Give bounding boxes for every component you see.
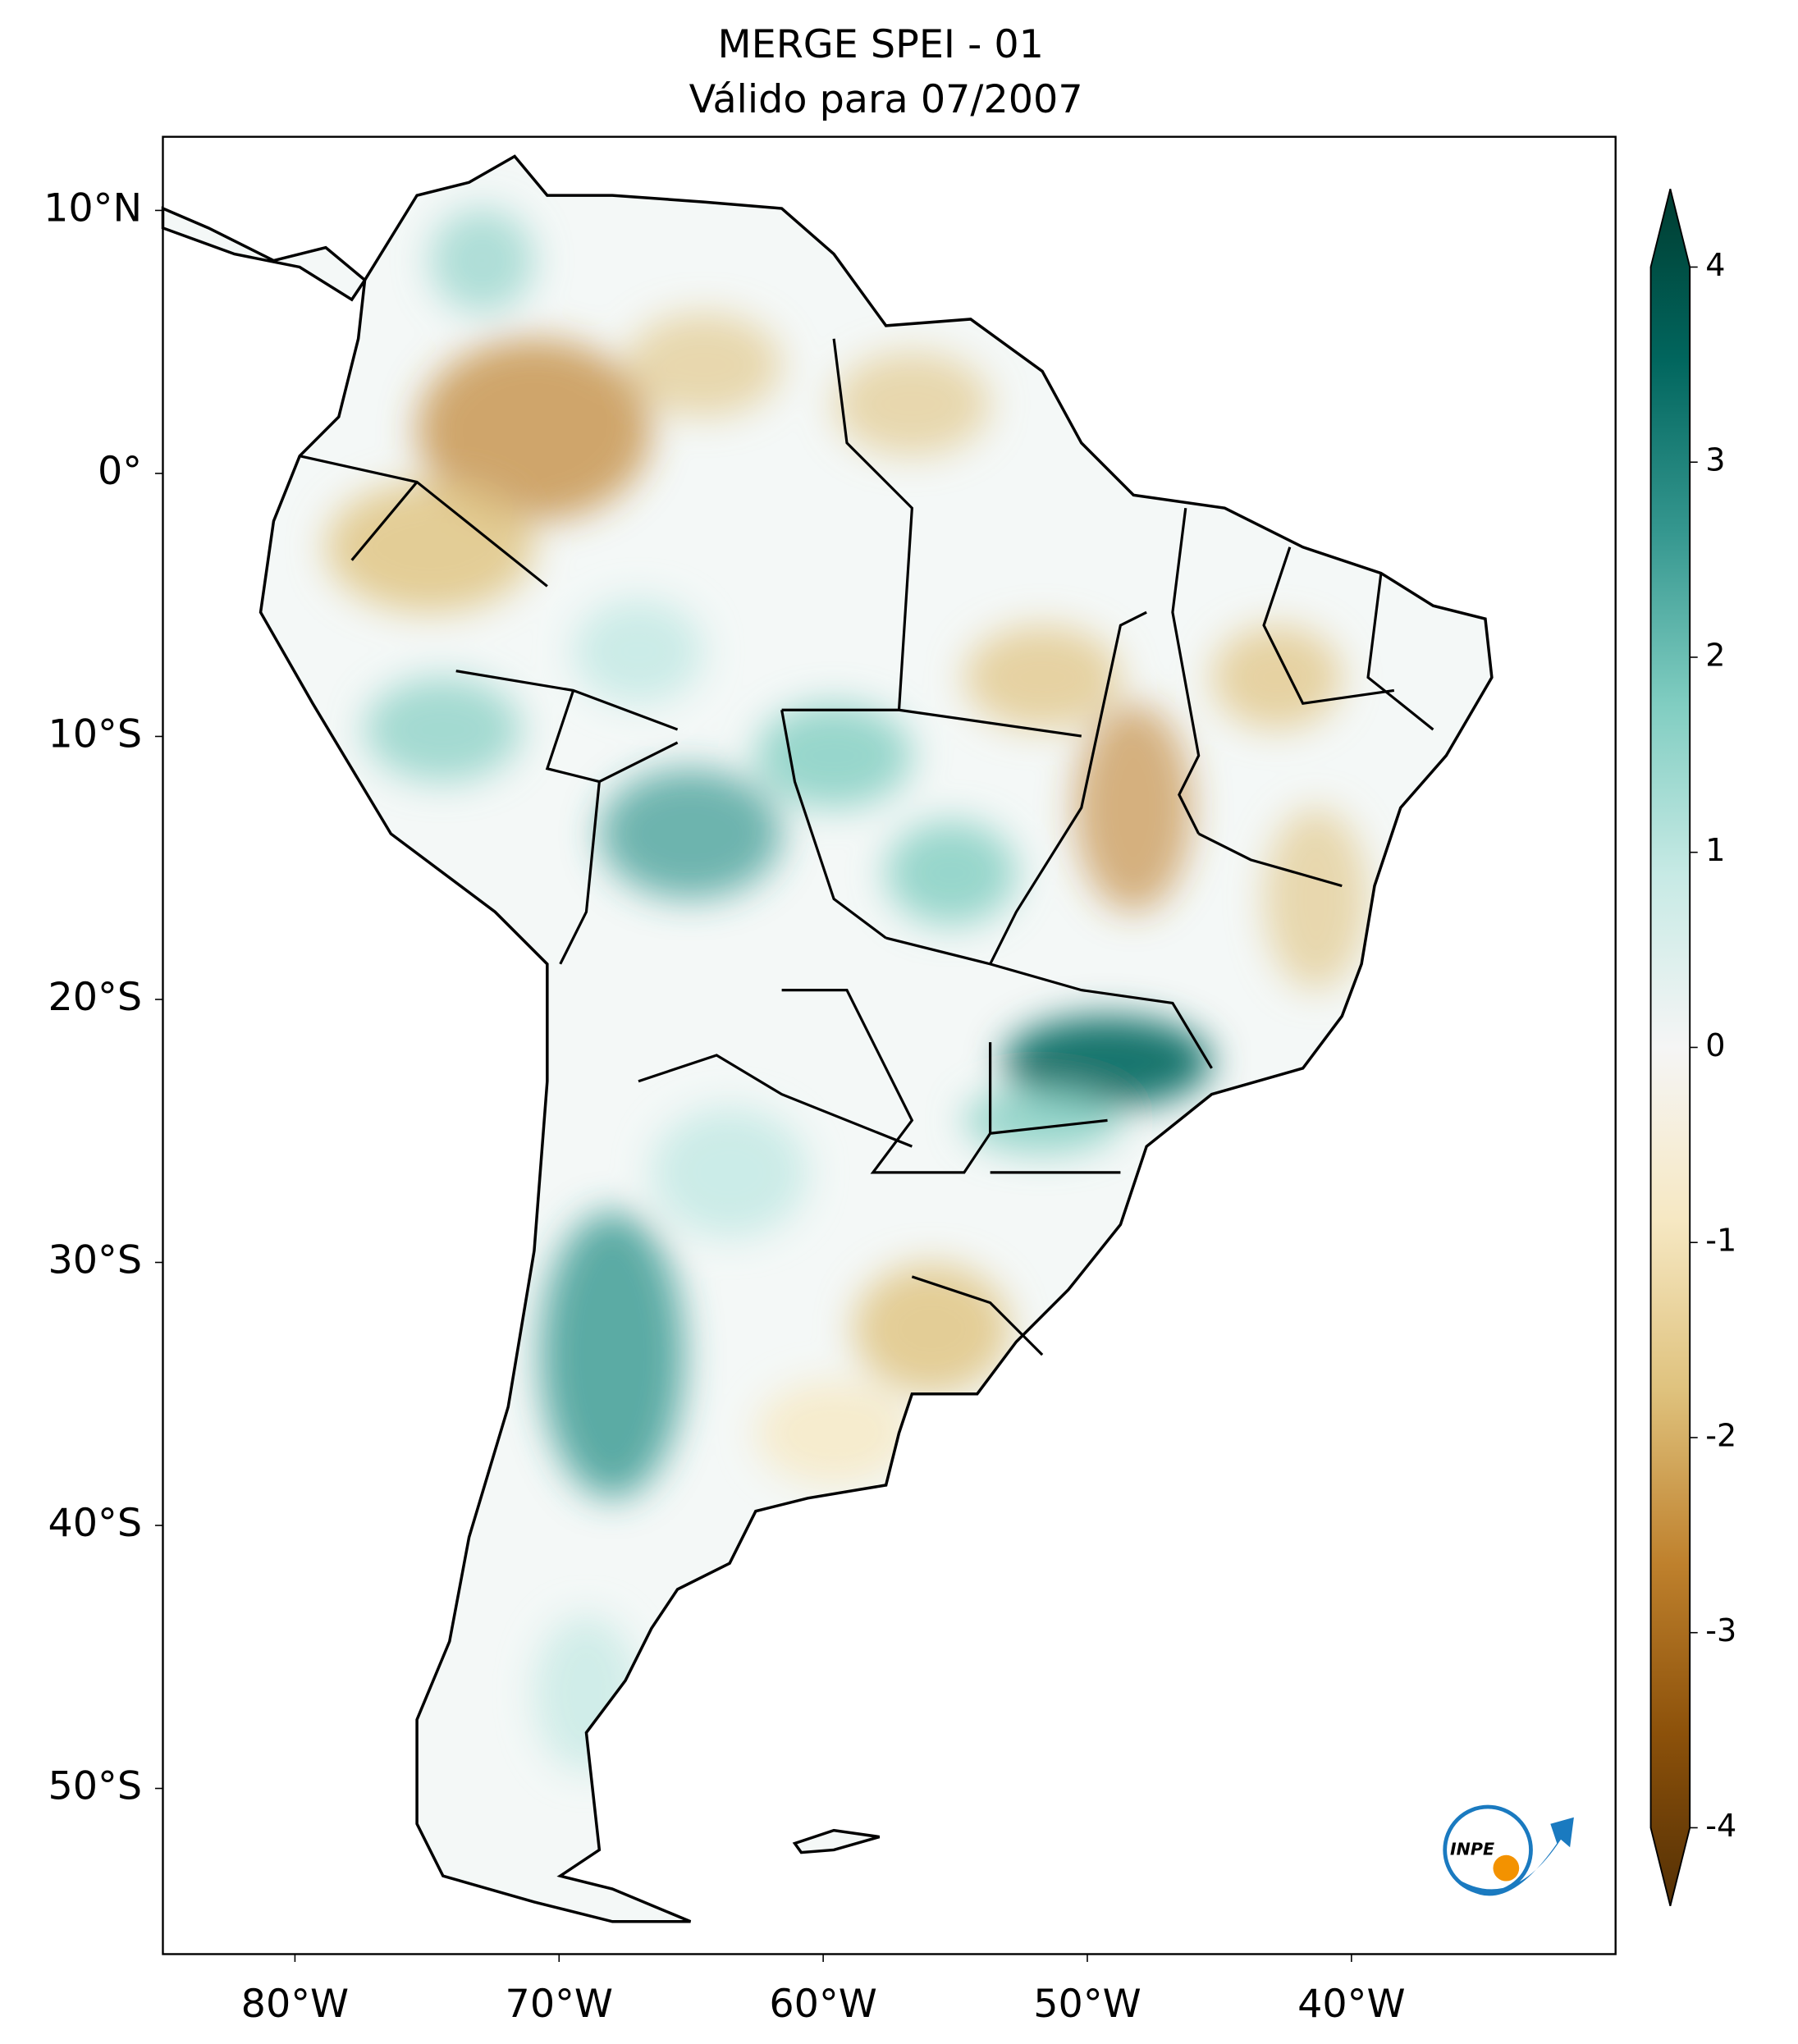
colorbar-tick-label: 2 [1705, 637, 1725, 673]
map-frame [162, 135, 1617, 1955]
x-tick-label: 60°W [769, 1982, 876, 2027]
colorbar-tick-label: -1 [1705, 1223, 1736, 1259]
colorbar-tick-label: 0 [1705, 1027, 1725, 1063]
colorbar-tick-label: -3 [1705, 1612, 1736, 1648]
colorbar-bar [1649, 188, 1691, 1906]
subtitle: Válido para 07/2007 [689, 77, 1083, 122]
y-tick-label: 50°S [48, 1764, 142, 1809]
x-tick-label: 50°W [1033, 1982, 1141, 2027]
x-tick-label: 70°W [506, 1982, 613, 2027]
logo: INPE [1443, 1804, 1574, 1896]
borders [299, 338, 1434, 1356]
y-tick-label: 20°S [48, 975, 142, 1020]
colorbar-tick-label: 1 [1705, 832, 1725, 868]
y-tick-label: 40°S [48, 1501, 142, 1546]
map-area [161, 135, 1617, 1955]
y-tick-label: 0° [98, 449, 142, 494]
logo-text: INPE [1450, 1839, 1494, 1859]
x-tick-label: 40°W [1297, 1982, 1405, 2027]
colorbar-tick-label: -2 [1705, 1417, 1736, 1453]
y-tick-label: 10°S [48, 711, 142, 757]
colorbar-tick-label: 4 [1705, 247, 1725, 283]
title: MERGE SPEI - 01 [718, 22, 1044, 67]
x-tick-label: 80°W [241, 1982, 349, 2027]
y-tick-label: 10°N [43, 185, 142, 231]
colorbar-tick-label: 3 [1705, 442, 1725, 478]
colorbar-tick-label: -4 [1705, 1808, 1736, 1844]
colorbar: 4 3 2 1 0 -1 -2 -3 -4 [1649, 188, 1736, 1906]
y-tick-label: 30°S [48, 1238, 142, 1283]
